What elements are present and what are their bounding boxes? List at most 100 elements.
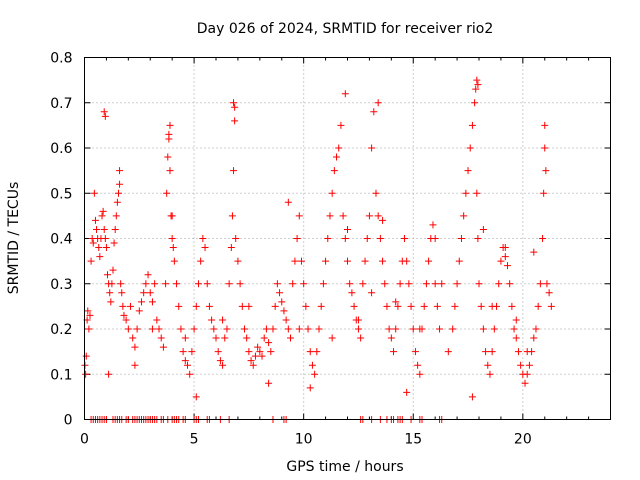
- data-point: [100, 225, 108, 233]
- data-point: [107, 298, 115, 306]
- data-point: [453, 280, 461, 288]
- data-point: [414, 361, 422, 369]
- data-point: [344, 257, 351, 265]
- data-point: [175, 302, 183, 310]
- data-point: [543, 280, 551, 288]
- data-point: [284, 325, 292, 333]
- data-point: [129, 334, 137, 342]
- data-point: [225, 280, 233, 288]
- data-point: [169, 244, 177, 252]
- y-tick-label: 0: [64, 413, 73, 429]
- data-point: [135, 307, 143, 315]
- data-point: [477, 302, 485, 310]
- data-point: [407, 302, 415, 310]
- data-point: [466, 144, 474, 152]
- grid: [84, 57, 611, 420]
- data-point: [503, 262, 511, 270]
- data-point: [472, 85, 480, 93]
- scatter-points: [81, 76, 555, 423]
- data-point: [122, 316, 130, 324]
- data-point: [282, 316, 290, 324]
- data-point: [114, 189, 122, 197]
- data-point: [416, 325, 424, 333]
- data-point: [86, 311, 94, 319]
- data-point: [245, 302, 253, 310]
- data-point: [350, 302, 358, 310]
- data-point: [354, 325, 362, 333]
- data-point: [486, 370, 494, 378]
- data-point: [265, 339, 273, 347]
- data-point: [166, 167, 174, 175]
- x-tick-label: 15: [404, 432, 422, 448]
- data-point: [433, 302, 441, 310]
- data-point: [184, 361, 192, 369]
- data-point: [269, 325, 277, 333]
- data-point: [151, 280, 159, 288]
- data-point: [230, 167, 238, 175]
- data-point: [512, 316, 520, 324]
- data-point: [547, 302, 555, 310]
- y-tick-label: 0.2: [50, 322, 72, 338]
- y-tick-label: 0.6: [50, 141, 72, 157]
- data-point: [124, 325, 132, 333]
- data-point: [517, 361, 525, 369]
- data-point: [482, 348, 490, 356]
- data-point: [315, 325, 323, 333]
- data-point: [153, 316, 161, 324]
- data-point: [306, 384, 314, 392]
- data-point: [539, 235, 547, 242]
- data-point: [140, 289, 148, 297]
- data-point: [431, 280, 439, 288]
- data-point: [451, 302, 459, 310]
- data-point: [473, 76, 481, 84]
- data-point: [438, 280, 446, 288]
- data-point: [368, 144, 376, 152]
- data-point: [490, 325, 498, 333]
- data-point: [181, 357, 189, 365]
- data-point: [101, 235, 109, 242]
- data-point: [240, 325, 248, 333]
- data-point: [258, 352, 266, 360]
- y-tick-label: 0.4: [50, 232, 72, 248]
- data-point: [243, 334, 251, 342]
- data-point: [394, 302, 402, 310]
- data-point: [120, 311, 128, 319]
- data-point: [186, 370, 194, 378]
- data-point: [308, 361, 316, 369]
- data-point: [98, 212, 106, 220]
- data-point: [523, 348, 531, 356]
- data-point: [497, 257, 505, 265]
- data-point: [409, 325, 417, 333]
- data-point: [223, 325, 231, 333]
- data-point: [287, 334, 295, 342]
- data-point: [111, 225, 119, 233]
- data-point: [197, 257, 205, 265]
- data-point: [425, 257, 433, 265]
- data-point: [357, 334, 365, 342]
- data-point: [306, 348, 314, 356]
- data-point: [137, 298, 145, 306]
- data-point: [102, 244, 110, 252]
- data-point: [190, 325, 198, 333]
- data-point: [324, 235, 332, 242]
- data-point: [311, 370, 319, 378]
- data-point: [99, 207, 107, 215]
- data-point: [91, 216, 99, 224]
- data-point: [104, 271, 112, 279]
- plot-frame: [84, 57, 611, 420]
- y-tick-labels: 0 0.1 0.2 0.3 0.4 0.5 0.6 0.7 0.8: [50, 51, 72, 429]
- data-point: [405, 280, 413, 288]
- data-point: [133, 325, 141, 333]
- data-point: [234, 257, 242, 265]
- data-point: [333, 153, 341, 161]
- x-tick-label: 0: [80, 432, 89, 448]
- data-point: [228, 212, 236, 220]
- y-tick-label: 0.3: [50, 277, 72, 293]
- data-point: [162, 280, 170, 288]
- data-point: [260, 334, 268, 342]
- data-point: [400, 235, 408, 242]
- data-point: [118, 289, 126, 297]
- data-point: [179, 348, 187, 356]
- data-point: [536, 280, 544, 288]
- data-point: [471, 99, 479, 107]
